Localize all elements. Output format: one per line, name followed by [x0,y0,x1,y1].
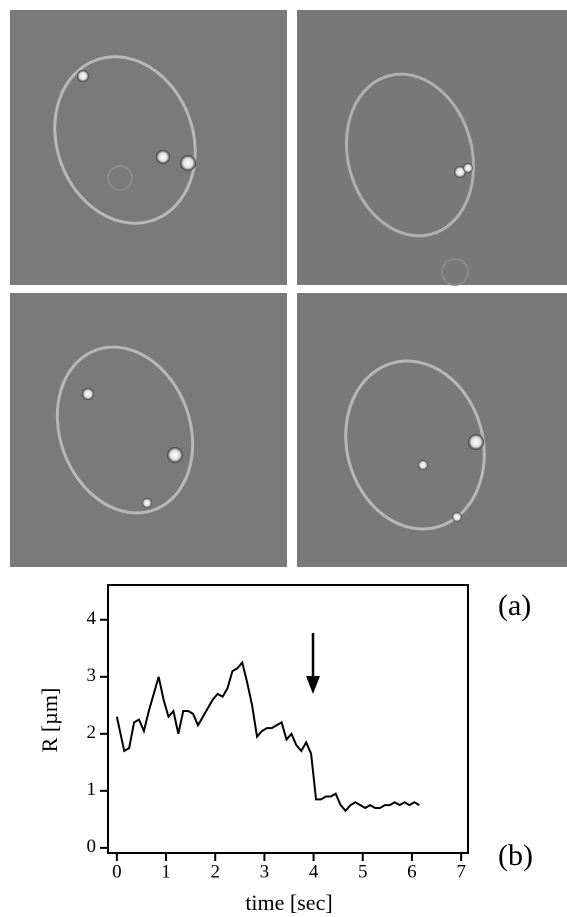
data-line [117,663,419,811]
x-tick-label: 4 [309,861,319,882]
micrograph [297,10,567,285]
x-tick-label: 2 [210,861,220,882]
micrograph [297,293,567,567]
y-axis-label: R [µm] [37,688,62,753]
y-tick-label: 4 [87,608,97,629]
x-tick-label: 1 [161,861,171,882]
x-tick-label: 0 [112,861,122,882]
micrograph [10,293,287,567]
x-tick-label: 3 [260,861,270,882]
x-tick-label: 7 [456,861,466,882]
arrow [306,633,320,694]
micrograph [10,10,287,285]
y-tick-label: 0 [87,836,97,857]
y-tick-label: 3 [87,665,97,686]
figure: (a) (b) time [sec] R [µm] 0 1 2 3 4 0 1 2 3 4 5 6 7 [0,0,567,917]
x-tick-label: 5 [358,861,368,882]
x-tick-label: 6 [407,861,417,882]
plot-frame [108,585,468,853]
y-tick-label: 1 [87,779,97,800]
panel-label: (a) [498,589,531,622]
x-axis-label: time [sec] [245,890,332,915]
y-tick-label: 2 [87,722,97,743]
panel-label: (b) [498,839,533,872]
